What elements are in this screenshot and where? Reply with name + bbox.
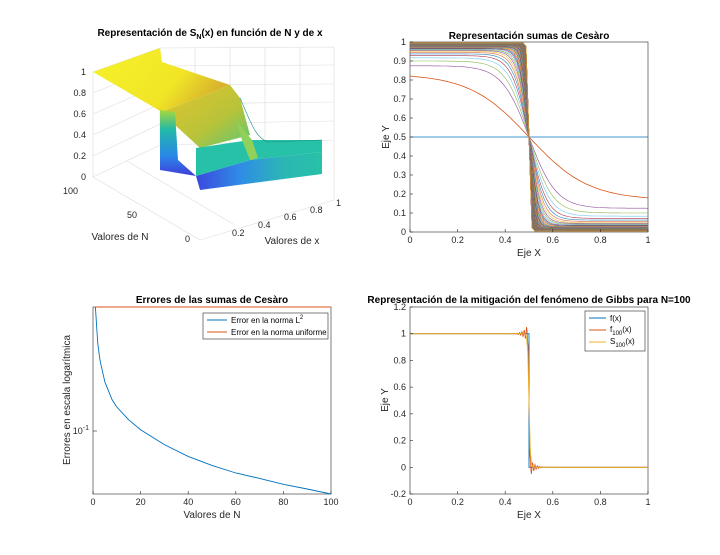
x-tick-label: 0.6	[547, 497, 560, 507]
x-tick-label: 0.6	[547, 235, 560, 245]
errors-x-ticks: 0 20 40 60 80 100	[90, 491, 339, 507]
errors-series-group	[94, 306, 332, 495]
gibbs-title: Representación de la mitigación del fenó…	[367, 295, 691, 306]
y-tick-label: 0.2	[393, 436, 406, 446]
legend-label-uniform: Error en la norma uniforme	[231, 328, 327, 337]
surface-n-ticks: 100 50 0	[63, 186, 190, 244]
x-tick-label: 0.8	[594, 497, 607, 507]
x-tick-label: 0	[407, 497, 412, 507]
y-tick-label: 0.8	[393, 355, 406, 365]
y-tick-label: 0.8	[393, 75, 406, 85]
y-tick-label: 0.4	[393, 151, 406, 161]
errors-title: Errores de las sumas de Cesàro	[136, 295, 288, 306]
y-tick-label: 1.2	[393, 302, 406, 312]
y-tick-label: 0.1	[393, 208, 406, 218]
y-tick-label: 0.5	[393, 132, 406, 142]
x-tick: 0.4	[258, 220, 271, 230]
z-tick: 0.6	[73, 109, 86, 119]
x-tick-label: 0	[407, 235, 412, 245]
x-tick: 0.6	[284, 212, 297, 222]
surface-z-ticks: 0 0.2 0.4 0.6 0.8 1	[73, 67, 86, 182]
y-tick-label: 0.9	[393, 56, 406, 66]
z-tick: 0.8	[73, 88, 86, 98]
x-tick-label: 80	[278, 497, 288, 507]
x-tick: 1	[336, 198, 341, 208]
z-tick: 0	[81, 172, 86, 182]
x-tick-label: 0.4	[499, 497, 512, 507]
surface-x-label: Valores de x	[265, 236, 320, 247]
y-tick-label: 0.4	[393, 409, 406, 419]
gibbs-plot: Representación de la mitigación del fenó…	[367, 295, 691, 521]
cesaro-title: Representación sumas de Cesàro	[449, 31, 610, 42]
gibbs-legend: f(x) f100(x) S100(x)	[584, 310, 646, 352]
legend-label-s100: S100(x)	[610, 337, 635, 349]
y-tick-label: 1	[401, 329, 406, 339]
gibbs-x-ticks: 0 0.2 0.4 0.6 0.8 1	[407, 491, 651, 507]
gibbs-series-group	[410, 327, 648, 474]
cesaro-x-ticks: 0 0.2 0.4 0.6 0.8 1	[407, 229, 651, 245]
x-tick-label: 1	[645, 497, 650, 507]
z-tick: 0.2	[73, 151, 86, 161]
legend-label-l2: Error en la norma L2	[231, 315, 304, 325]
z-tick: 1	[81, 67, 86, 77]
cesaro-ylabel: Eje Y	[381, 125, 392, 149]
errors-legend: Error en la norma L2 Error en la norma u…	[202, 312, 329, 340]
surface-title: Representación de SN(x) en función de N …	[97, 28, 323, 41]
cesaro-xlabel: Eje X	[517, 248, 541, 259]
x-tick: 0.8	[310, 205, 323, 215]
x-tick-label: 100	[323, 497, 338, 507]
y-tick-label: 0.6	[393, 382, 406, 392]
y-tick-label: 0.3	[393, 170, 406, 180]
surface-mesh	[93, 48, 323, 190]
x-tick-label: 0	[90, 497, 95, 507]
y-tick-label: 0.7	[393, 94, 406, 104]
x-tick-label: 0.2	[451, 497, 464, 507]
gibbs-axes-frame	[409, 306, 649, 495]
x-tick-label: 0.8	[594, 235, 607, 245]
gibbs-ylabel: Eje Y	[380, 388, 391, 412]
x-tick-label: 0.4	[499, 235, 512, 245]
cesaro-y-ticks: 0 0.1 0.2 0.3 0.4 0.5 0.6 0.7 0.8 0.9 1	[393, 37, 413, 237]
n-tick: 50	[127, 210, 137, 220]
gibbs-series-s100	[410, 333, 648, 468]
n-tick: 100	[63, 186, 78, 196]
n-tick: 0	[185, 234, 190, 244]
gibbs-y-ticks: -0.2 0 0.2 0.4 0.6 0.8 1 1.2	[390, 302, 413, 499]
errors-xlabel: Valores de N	[183, 510, 240, 521]
x-tick-label: 0.2	[451, 235, 464, 245]
cesaro-series-group	[409, 42, 649, 232]
x-tick: 0.2	[232, 228, 245, 238]
gibbs-xlabel: Eje X	[517, 510, 541, 521]
surface-x-ticks: 0.2 0.4 0.6 0.8 1	[232, 198, 341, 238]
z-tick: 0.4	[73, 130, 86, 140]
surface-n-label: Valores de N	[91, 232, 148, 243]
cesaro-sums-plot: Representación sumas de Cesàro 0 0.2 0.4 0.…	[381, 31, 651, 259]
x-tick-label: 20	[136, 497, 146, 507]
cesaro-series-line	[410, 42, 648, 232]
errors-legend-box	[202, 312, 329, 340]
y-tick-label: 0	[401, 462, 406, 472]
y-tick-label: 1	[401, 37, 406, 47]
y-tick-label: 0	[401, 227, 406, 237]
error-series-l2	[94, 306, 332, 495]
y-tick-label: -0.2	[390, 489, 406, 499]
errors-y-tick-label: 10-1	[73, 425, 89, 436]
surface-plot: Representación de SN(x) en función de N …	[63, 28, 341, 247]
legend-label-f: f(x)	[610, 314, 622, 323]
errors-ylabel: Errores en escala logarítmica	[62, 335, 73, 465]
x-tick-label: 60	[231, 497, 241, 507]
legend-label-f100: f100(x)	[610, 325, 632, 337]
x-tick-label: 1	[645, 235, 650, 245]
y-tick-label: 0.2	[393, 189, 406, 199]
errors-plot: Errores de las sumas de Cesàro 0 20 40 60 80…	[62, 295, 339, 521]
x-tick-label: 40	[183, 497, 193, 507]
errors-y-tick: 10-1	[73, 425, 97, 436]
y-tick-label: 0.6	[393, 113, 406, 123]
